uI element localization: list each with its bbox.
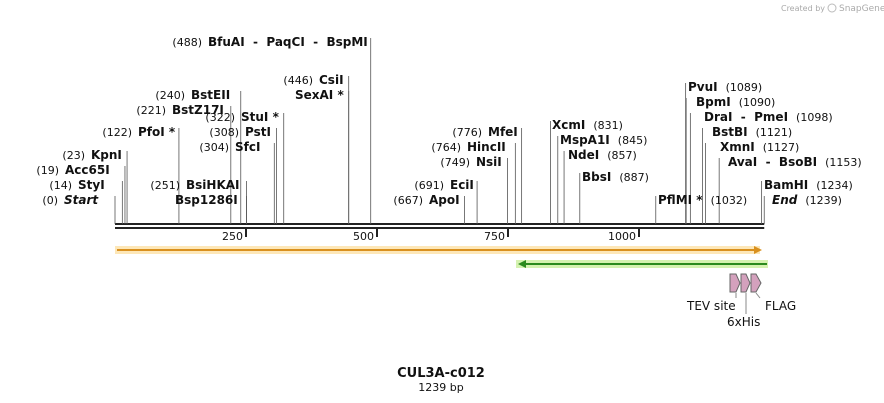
site-name: PstI (245, 125, 271, 139)
ruler-label: 250 (222, 230, 243, 243)
site-name: BstBI (712, 125, 748, 139)
site-name: KpnI (91, 148, 122, 162)
arrow-head (754, 246, 762, 254)
site-position: (1098) (796, 111, 833, 124)
arrow-head (518, 260, 526, 268)
site-name: StyI (78, 178, 105, 192)
feature-label: 6xHis (727, 315, 760, 329)
site-name: BsiHKAI (186, 178, 240, 192)
site-name: ApoI (429, 193, 460, 207)
site-position: (1121) (756, 126, 793, 139)
site-name: BstZ17I (172, 103, 224, 117)
site-position: (845) (618, 134, 648, 147)
feature-label: TEV site (686, 299, 736, 313)
site-position: (667) (393, 194, 423, 207)
site-position: (857) (607, 149, 637, 162)
site-position: (1127) (763, 141, 800, 154)
site-position: (308) (209, 126, 239, 139)
site-position: (887) (619, 171, 649, 184)
site-position: (19) (36, 164, 59, 177)
feature-label: FLAG (765, 299, 796, 313)
site-position: (749) (440, 156, 470, 169)
site-position: (764) (431, 141, 461, 154)
site-position: (1234) (816, 179, 853, 192)
brand: SnapGene (839, 4, 884, 14)
ruler-label: 500 (353, 230, 374, 243)
logo (827, 3, 837, 13)
site-name: BstEII (191, 88, 230, 102)
site-position: (446) (283, 74, 313, 87)
site-name: BpmI (696, 95, 731, 109)
site-position: (1032) (711, 194, 748, 207)
site-position: (488) (172, 36, 202, 49)
site-name: XcmI (552, 118, 585, 132)
site-name: EciI (450, 178, 474, 192)
site-position: (23) (62, 149, 85, 162)
site-position: (1089) (726, 81, 763, 94)
site-name: StuI * (241, 110, 280, 124)
site-name: DraI - PmeI (704, 110, 788, 124)
site-name: XmnI (720, 140, 755, 154)
site-name: CsiI (319, 73, 344, 87)
site-name: MfeI (488, 125, 518, 139)
map-name: CUL3A-c012 (397, 366, 485, 381)
site-position: (776) (452, 126, 482, 139)
ruler-label: 750 (484, 230, 505, 243)
ruler-label: 1000 (608, 230, 636, 243)
site-position: (240) (155, 89, 185, 102)
site-position: (221) (136, 104, 166, 117)
site-position: (691) (414, 179, 444, 192)
site-name: BfuAI - PaqCI - BspMI (208, 35, 368, 49)
feature-his (740, 273, 751, 293)
site-name: BbsI (582, 170, 611, 184)
site-name: PvuI (688, 80, 718, 94)
site-name: SexAI * (295, 88, 344, 102)
site-name: NsiI (476, 155, 502, 169)
feature-flag (750, 273, 762, 293)
site-name: BamHI (764, 178, 808, 192)
site-position: (304) (199, 141, 229, 154)
site-position: (322) (205, 111, 235, 124)
site-position: (1090) (739, 96, 776, 109)
site-name: NdeI (568, 148, 599, 162)
site-name: PfoI * (138, 125, 176, 139)
site-name: MspA1I (560, 133, 610, 147)
leader (755, 292, 761, 299)
credit: Created by (781, 4, 825, 13)
site-name: AvaI - BsoBI (728, 155, 817, 169)
site-name: HincII (467, 140, 506, 154)
feature-tev (729, 273, 741, 293)
site-position: (0) (42, 194, 58, 207)
site-name: Bsp1286I (175, 193, 238, 207)
site-position: (1153) (825, 156, 862, 169)
site-name: SfcI (235, 140, 260, 154)
site-position: (251) (150, 179, 180, 192)
site-position: (1239) (805, 194, 842, 207)
site-name: Acc65I (65, 163, 110, 177)
site-position: (831) (593, 119, 623, 132)
site-name: PflMI * (658, 193, 703, 207)
site-position: (122) (102, 126, 132, 139)
site-position: (14) (49, 179, 72, 192)
site-name: Start (64, 193, 99, 207)
map-length: 1239 bp (418, 381, 463, 394)
site-name: End (772, 193, 798, 207)
